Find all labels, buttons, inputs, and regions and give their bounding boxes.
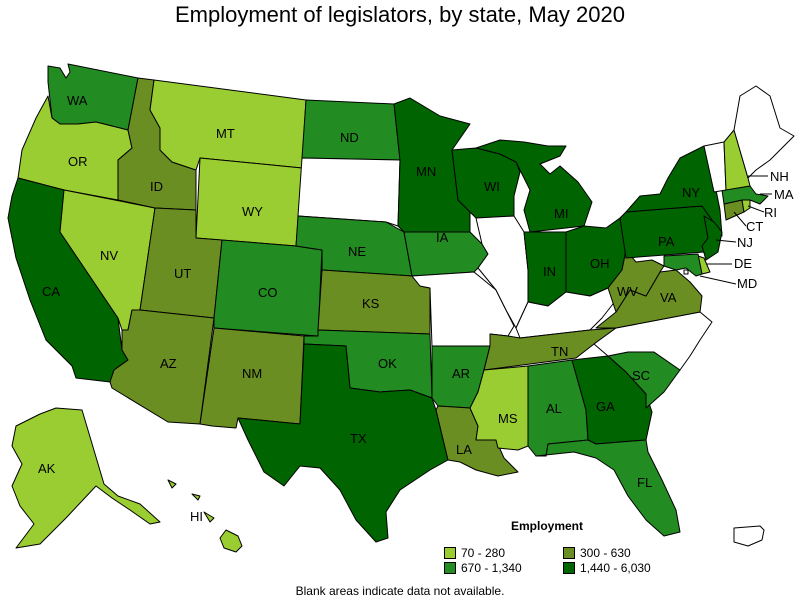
label-in: IN: [543, 264, 556, 279]
label-ny: NY: [682, 185, 700, 200]
legend-label: 70 - 280: [461, 546, 506, 560]
state-wa[interactable]: [47, 63, 139, 131]
legend-title: Employment: [511, 519, 584, 533]
legend-swatch: [563, 547, 575, 559]
label-wi: WI: [484, 179, 500, 194]
label-id: ID: [150, 179, 163, 194]
label-mn: MN: [416, 164, 436, 179]
label-al: AL: [546, 401, 562, 416]
label-oh: OH: [590, 256, 610, 271]
label-mi: MI: [554, 206, 568, 221]
state-nh[interactable]: [723, 129, 751, 191]
legend-swatch: [563, 562, 575, 574]
label-nj: NJ: [737, 235, 753, 250]
legend-item-bin-3: 670 - 1,340: [444, 561, 522, 575]
state-nj[interactable]: [701, 215, 723, 261]
legend-label: 1,440 - 6,030: [580, 561, 651, 575]
state-mi[interactable]: [475, 139, 593, 233]
state-mt[interactable]: [149, 79, 307, 171]
label-ks: KS: [362, 296, 380, 311]
label-co: CO: [258, 285, 278, 300]
label-ri: RI: [764, 205, 777, 220]
label-va: VA: [660, 290, 677, 305]
state-pr[interactable]: [733, 525, 765, 547]
state-il[interactable]: [475, 215, 529, 329]
label-sc: SC: [632, 368, 650, 383]
page-title: Employment of legislators, by state, May…: [175, 2, 625, 27]
state-hi[interactable]: [167, 479, 243, 553]
label-la: LA: [456, 442, 472, 457]
label-nh: NH: [770, 169, 789, 184]
legend-item-bin-1: 70 - 280: [444, 546, 505, 560]
label-wv: WV: [617, 284, 638, 299]
label-tx: TX: [350, 431, 367, 446]
state-pa[interactable]: [619, 205, 713, 259]
state-wy[interactable]: [195, 157, 303, 247]
state-me[interactable]: [733, 85, 795, 179]
label-nm: NM: [242, 366, 262, 381]
label-fl: FL: [637, 475, 652, 490]
label-ct: CT: [746, 219, 763, 234]
label-hi: HI: [190, 509, 203, 524]
label-nv: NV: [100, 248, 118, 263]
leader-nj: [715, 239, 737, 243]
legend-item-bin-4: 1,440 - 6,030: [563, 561, 651, 575]
label-az: AZ: [160, 356, 177, 371]
label-ia: IA: [436, 230, 449, 245]
label-wy: WY: [242, 204, 263, 219]
legend-item-bin-2: 300 - 630: [563, 546, 631, 560]
leader-md: [699, 275, 737, 285]
label-ak: AK: [38, 461, 56, 476]
label-ma: MA: [774, 187, 794, 202]
label-tn: TN: [551, 344, 568, 359]
leader-ct: [733, 211, 747, 227]
label-ms: MS: [498, 411, 518, 426]
legend-label: 300 - 630: [580, 546, 631, 560]
label-or: OR: [68, 154, 88, 169]
label-mt: MT: [216, 126, 235, 141]
legend-swatch: [444, 547, 456, 559]
label-de: DE: [734, 256, 752, 271]
state-sd[interactable]: [297, 157, 401, 227]
label-ca: CA: [42, 284, 60, 299]
label-ga: GA: [596, 399, 615, 414]
footnote: Blank areas indicate data not available.: [295, 584, 505, 598]
state-nc[interactable]: [593, 311, 713, 371]
label-ut: UT: [174, 266, 191, 281]
label-wa: WA: [67, 93, 88, 108]
label-ok: OK: [378, 356, 397, 371]
label-pa: PA: [658, 234, 675, 249]
state-fl[interactable]: [535, 439, 681, 537]
state-dc[interactable]: [683, 269, 689, 275]
label-ne: NE: [348, 244, 366, 259]
state-tx[interactable]: [237, 343, 449, 543]
state-ma[interactable]: [721, 185, 769, 205]
state-md[interactable]: [663, 253, 703, 277]
legend-swatch: [444, 562, 456, 574]
label-md: MD: [737, 276, 757, 291]
label-nd: ND: [340, 130, 359, 145]
leader-ri: [747, 205, 765, 213]
state-ak[interactable]: [11, 407, 161, 549]
legend-label: 670 - 1,340: [461, 561, 522, 575]
label-ar: AR: [452, 366, 470, 381]
